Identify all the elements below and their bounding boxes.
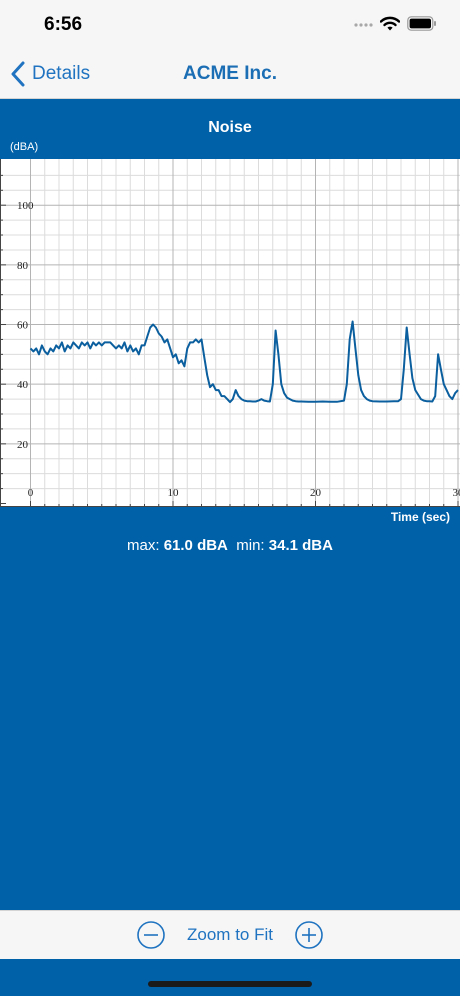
max-value: 61.0 dBA (163, 537, 228, 554)
y-tick-label: 100 (17, 200, 34, 212)
y-tick-label: 60 (17, 320, 29, 332)
stats-summary: max: 61.0 dBA min: 34.1 dBA (0, 537, 460, 554)
y-tick-label: 40 (17, 379, 29, 391)
axis-ticks (0, 159, 460, 507)
y-tick-label: 80 (17, 260, 29, 272)
x-tick-label: 20 (310, 487, 322, 499)
cellular-signal-icon (354, 23, 373, 27)
nav-title: ACME Inc. (183, 63, 277, 84)
status-time: 6:56 (44, 14, 83, 35)
grid-major (0, 159, 460, 507)
x-tick-label: 30 (453, 487, 460, 499)
chevron-left-icon (11, 61, 25, 87)
tick-labels: 20 40 60 80 100 0 10 20 30 (17, 200, 460, 499)
zoom-toolbar: Zoom to Fit (0, 910, 460, 959)
y-axis-unit: (dBA) (10, 141, 39, 153)
y-tick-label: 20 (17, 439, 29, 451)
back-button-label: Details (32, 63, 91, 84)
battery-icon (407, 16, 436, 31)
max-label: max: (127, 537, 160, 554)
x-axis-label: Time (sec) (390, 510, 450, 524)
back-button[interactable]: Details (10, 58, 90, 90)
chart-title: Noise (208, 119, 252, 136)
min-label: min: (236, 537, 265, 554)
home-indicator (148, 981, 312, 987)
zoom-out-icon[interactable] (136, 920, 166, 950)
noise-chart[interactable]: 20 40 60 80 100 0 10 20 30 (0, 159, 460, 507)
noise-series-line (29, 320, 459, 404)
grid-minor (0, 159, 460, 507)
zoom-in-icon[interactable] (294, 920, 324, 950)
navigation-bar: 6:56 Details ACME Inc. (0, 0, 460, 99)
zoom-to-fit-button[interactable]: Zoom to Fit (187, 925, 273, 944)
x-tick-label: 0 (28, 487, 34, 499)
min-value: 34.1 dBA (268, 537, 333, 554)
x-tick-label: 10 (168, 487, 180, 499)
wifi-icon (380, 16, 400, 31)
